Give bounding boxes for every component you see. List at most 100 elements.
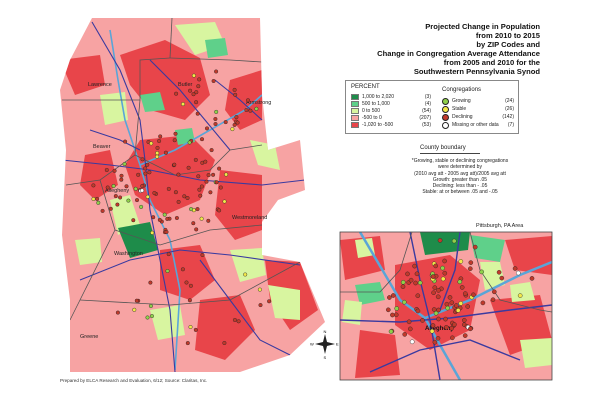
congregation-marker-icon <box>435 294 441 300</box>
congregation-marker-icon <box>461 317 467 323</box>
congregation-marker-icon <box>187 298 192 303</box>
growing-marker-icon <box>442 97 449 105</box>
congregation-marker-icon <box>180 267 185 272</box>
congregation-marker-icon <box>151 215 156 220</box>
legend-percent-item: 500 to 1,000 (4) <box>351 101 431 107</box>
congregation-marker-icon <box>214 109 219 114</box>
congregation-marker-icon <box>131 218 136 223</box>
congregation-marker-icon <box>143 166 148 171</box>
congregation-marker-icon <box>387 295 392 300</box>
congregation-marker-icon <box>165 269 170 274</box>
legend-congregation-item: Missing or other data (7) <box>442 121 514 129</box>
congregation-marker-icon <box>203 159 208 164</box>
congregation-marker-icon <box>248 108 253 113</box>
congregation-marker-icon <box>400 279 406 285</box>
congregation-marker-icon <box>163 150 168 155</box>
congregation-marker-icon <box>197 77 202 82</box>
congregation-marker-icon <box>217 208 222 213</box>
congregation-marker-icon <box>139 204 144 209</box>
congregation-marker-icon <box>480 300 486 306</box>
congregation-marker-icon <box>136 172 141 177</box>
congregation-marker-icon <box>436 307 441 313</box>
congregation-marker-icon <box>143 171 148 176</box>
congregation-marker-icon <box>432 339 438 345</box>
county-label-greene: Greene <box>80 334 98 340</box>
congregation-marker-icon <box>123 139 128 144</box>
congregation-marker-icon <box>235 120 240 125</box>
congregation-marker-icon <box>191 73 196 78</box>
declining-marker-icon <box>442 113 449 121</box>
congregation-marker-icon <box>119 177 124 182</box>
congregation-marker-icon <box>214 180 219 185</box>
congregation-marker-icon <box>147 170 152 175</box>
congregation-marker-icon <box>458 259 464 264</box>
swatch-icon <box>351 122 359 128</box>
congregation-marker-icon <box>405 271 410 277</box>
county-boundary-line-icon <box>420 153 480 154</box>
congregation-marker-icon <box>105 185 110 190</box>
note-line: Growth: greater than .05 <box>432 176 488 183</box>
congregation-marker-icon <box>214 69 219 74</box>
stable-marker-icon <box>442 105 449 113</box>
congregation-marker-icon <box>245 98 250 103</box>
congregation-marker-icon <box>254 106 259 111</box>
congregation-marker-icon <box>529 276 535 281</box>
county-label-washington: Washington <box>114 251 143 257</box>
congregation-marker-icon <box>449 325 454 331</box>
compass-e: E <box>336 342 339 347</box>
congregation-marker-icon <box>145 194 150 199</box>
congregation-marker-icon <box>191 221 196 226</box>
congregation-marker-icon <box>188 88 193 93</box>
congregation-marker-icon <box>193 157 198 162</box>
congregation-marker-icon <box>188 283 193 288</box>
main-map <box>60 18 325 372</box>
inset-map: Allegheny <box>339 231 553 381</box>
congregation-marker-icon <box>433 310 439 316</box>
congregation-marker-icon <box>430 323 436 328</box>
congregation-marker-icon <box>140 157 145 162</box>
congregation-marker-icon <box>390 293 396 298</box>
congregation-marker-icon <box>436 316 441 322</box>
congregation-marker-icon <box>195 207 200 212</box>
congregation-marker-icon <box>431 307 437 312</box>
legend-percent-item: 0 to 500 (54) <box>351 108 431 114</box>
congregation-marker-icon <box>194 100 199 105</box>
county-label-lawrence: Lawrence <box>88 82 112 88</box>
inset-county-label-allegheny: Allegheny <box>425 326 454 332</box>
county-label-allegheny: Allegheny <box>105 188 129 194</box>
congregation-marker-icon <box>213 116 218 121</box>
congregation-marker-icon <box>199 184 204 189</box>
congregation-marker-icon <box>150 230 155 235</box>
congregation-marker-icon <box>126 198 131 203</box>
swatch-icon <box>351 94 359 100</box>
congregation-marker-icon <box>452 322 457 327</box>
congregation-marker-icon <box>232 87 237 92</box>
congregation-marker-icon <box>96 200 101 205</box>
congregation-marker-icon <box>408 277 414 283</box>
congregation-marker-icon <box>443 316 448 322</box>
congregation-marker-icon <box>393 312 399 318</box>
congregation-marker-icon <box>206 173 211 178</box>
congregation-marker-icon <box>243 272 248 277</box>
congregation-marker-icon <box>440 265 445 271</box>
congregation-marker-icon <box>173 131 178 136</box>
congregation-marker-icon <box>148 280 153 285</box>
congregation-marker-icon <box>196 84 201 89</box>
congregation-marker-icon <box>115 202 120 207</box>
congregation-marker-icon <box>218 185 223 190</box>
congregation-marker-icon <box>209 148 214 153</box>
congregation-marker-icon <box>118 195 123 200</box>
note-line: (2010 avg att - 2005 avg att)/2005 avg a… <box>414 170 506 177</box>
congregation-marker-icon <box>155 154 160 159</box>
congregation-marker-icon <box>108 206 113 211</box>
congregation-marker-icon <box>194 227 199 232</box>
congregation-marker-icon <box>465 304 471 309</box>
county-labels: Lawrence Butler Armstrong Beaver Alleghe… <box>80 82 271 340</box>
congregation-marker-icon <box>140 183 145 188</box>
note-line: *Growing, stable or declining congregati… <box>411 158 509 164</box>
legend-percent-item: 1,000 to 2,020 (3) <box>351 94 431 100</box>
congregation-marker-icon <box>412 263 417 269</box>
compass-n: N <box>324 329 327 334</box>
congregation-marker-icon <box>195 111 200 116</box>
congregation-marker-icon <box>390 312 395 318</box>
